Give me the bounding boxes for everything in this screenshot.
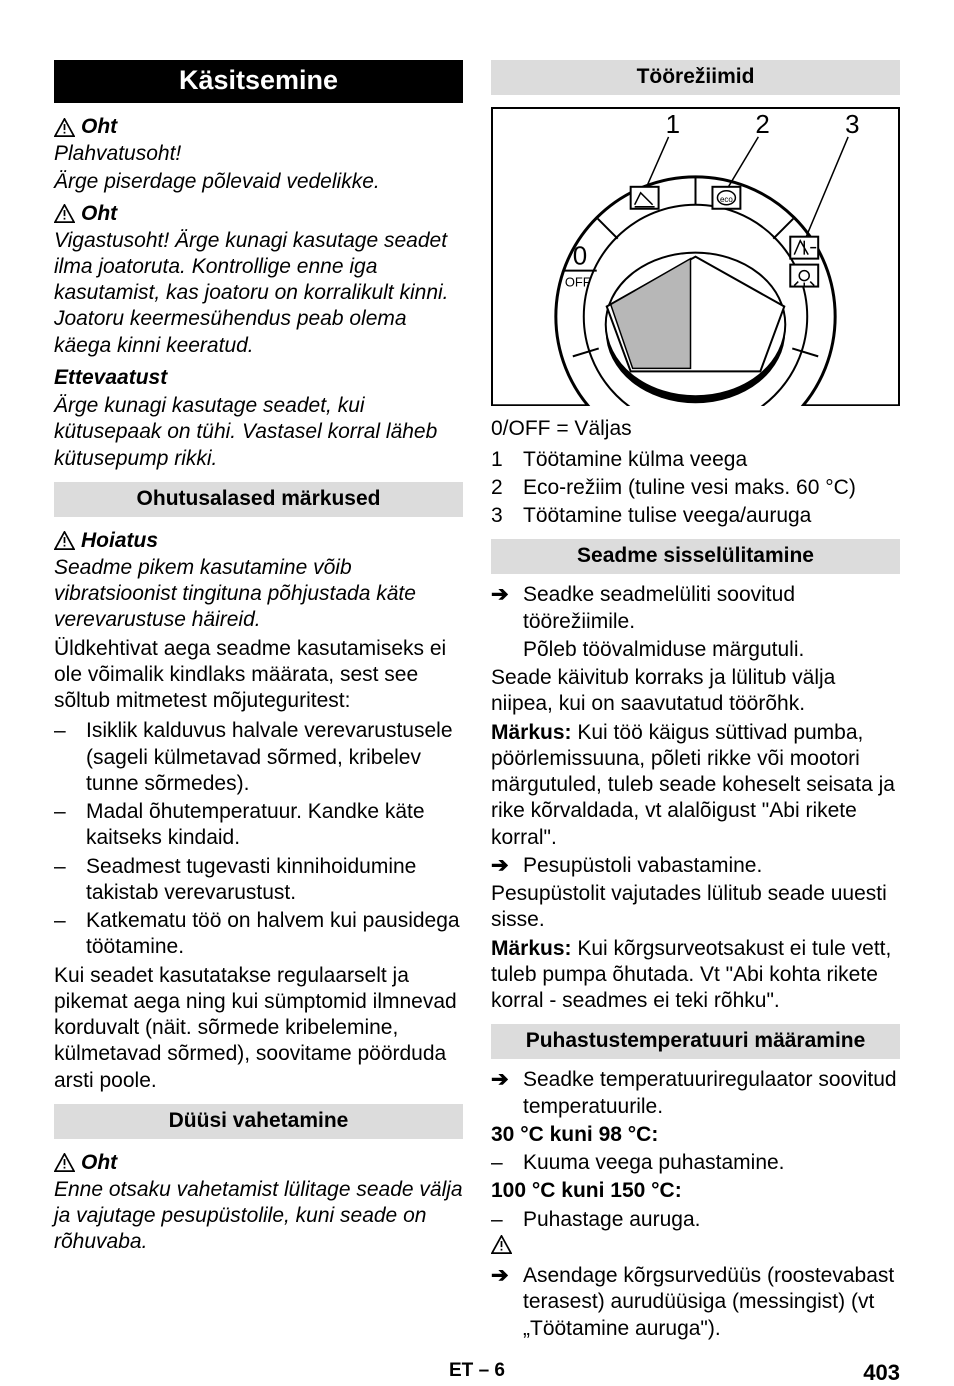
warning-triangle-icon <box>54 1153 75 1172</box>
page-footer: ET – 6 403 <box>54 1360 900 1386</box>
press-paragraph: Pesupüstolit vajutades lülitub seade uue… <box>491 881 900 934</box>
start-paragraph: Seade käivitub korraks ja lülitub välja … <box>491 665 900 718</box>
list-item: 3Töötamine tulise veega/auruga <box>491 503 900 529</box>
list-item: –Seadmest tugevasti kinnihoidumine takis… <box>54 854 463 907</box>
after-bullets-paragraph: Kui seadet kasutatakse regulaarselt ja p… <box>54 963 463 1094</box>
list-item: –Puhastage auruga. <box>491 1207 900 1233</box>
svg-text:eco: eco <box>720 195 733 204</box>
subheading-switchon: Seadme sisselülitamine <box>491 539 900 574</box>
left-column: Käsitsemine Oht Plahvatusoht! Ärge piser… <box>54 60 463 1342</box>
list-item: –Katkematu töö on halvem kui pausidega t… <box>54 908 463 961</box>
factors-list: –Isiklik kalduvus halvale verevarustusel… <box>54 716 463 960</box>
warning-body: Seadme pikem kasutamine võib vibratsioon… <box>54 555 463 634</box>
warning-triangle-icon <box>54 204 75 223</box>
dial-off-label: OFF <box>565 275 591 290</box>
modes-list: 1Töötamine külma veega 2Eco-režiim (tuli… <box>491 445 900 530</box>
general-paragraph: Üldkehtivat aega seadme kasutamiseks ei … <box>54 636 463 715</box>
step-replace-nozzle: ➔Asendage kõrgsurvedüüs (roostevabast te… <box>491 1263 900 1342</box>
danger-1-line-1: Plahvatusoht! <box>54 141 463 167</box>
section-title-operation: Käsitsemine <box>54 60 463 103</box>
subheading-temp: Puhastustemperatuuri määramine <box>491 1024 900 1059</box>
list-item: 1Töötamine külma veega <box>491 447 900 473</box>
list-item: –Kuuma veega puhastamine. <box>491 1150 900 1176</box>
danger-1-line-2: Ärge piserdage põlevaid vedelikke. <box>54 169 463 195</box>
warning-triangle-icon <box>491 1235 512 1254</box>
standalone-warning-triangle <box>491 1235 900 1261</box>
step-set-temp: ➔Seadke temperatuuriregulaator soovitud … <box>491 1067 900 1120</box>
dial-callout-2: 2 <box>755 111 769 139</box>
right-column: Töörežiimid <box>491 60 900 1342</box>
dial-callout-1: 1 <box>666 111 680 139</box>
danger-label: Oht <box>81 202 117 226</box>
danger-heading-1: Oht <box>54 115 463 139</box>
danger-nozzle-body: Enne otsaku vahetamist lülitage seade vä… <box>54 1177 463 1256</box>
footer-center: ET – 6 <box>449 1360 505 1382</box>
list-item: 2Eco-režiim (tuline vesi maks. 60 °C) <box>491 475 900 501</box>
caution-label: Ettevaatust <box>54 366 167 389</box>
danger-label: Oht <box>81 1151 117 1175</box>
list-item: –Isiklik kalduvus halvale verevarustusel… <box>54 718 463 797</box>
danger-label: Oht <box>81 115 117 139</box>
range-100-150: 100 °C kuni 150 °C: <box>491 1178 900 1204</box>
subheading-modes: Töörežiimid <box>491 60 900 95</box>
dial-zero-label: 0 <box>573 243 587 271</box>
off-explain: 0/OFF = Väljas <box>491 416 900 442</box>
step-set-mode: ➔Seadke seadmelüliti soovitud töörežiimi… <box>491 582 900 635</box>
warning-label: Hoiatus <box>81 529 158 553</box>
warning-triangle-icon <box>54 118 75 137</box>
warning-triangle-icon <box>54 531 75 550</box>
mode-dial-diagram: eco 0 OFF <box>491 107 900 406</box>
subheading-nozzle: Düüsi vahetamine <box>54 1104 463 1139</box>
warning-heading: Hoiatus <box>54 529 463 553</box>
dial-callout-3: 3 <box>845 111 859 139</box>
indicator-line: Põleb töövalmiduse märgutuli. <box>491 637 900 663</box>
note-1: Märkus: Kui töö käigus süttivad pumba, p… <box>491 720 900 851</box>
caution-body: Ärge kunagi kasutage seadet, kui kütusep… <box>54 393 463 472</box>
danger-heading-2: Oht <box>54 202 463 226</box>
footer-page-number: 403 <box>863 1360 900 1386</box>
note-2: Märkus: Kui kõrgsurveotsakust ei tule ve… <box>491 936 900 1015</box>
step-release-gun: ➔Pesupüstoli vabastamine. <box>491 853 900 879</box>
danger-2-body: Vigastusoht! Ärge kunagi kasutage seadet… <box>54 228 463 359</box>
subheading-safety: Ohutusalased märkused <box>54 482 463 517</box>
danger-heading-nozzle: Oht <box>54 1151 463 1175</box>
list-item: –Madal õhutemperatuur. Kandke käte kaits… <box>54 799 463 852</box>
range-30-98: 30 °C kuni 98 °C: <box>491 1122 900 1148</box>
